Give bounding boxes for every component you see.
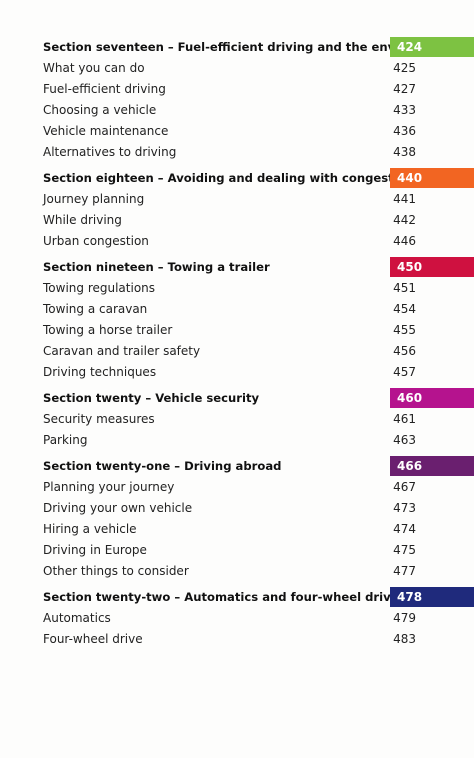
entry-page: 425 [393,61,416,75]
contents-entry: Four-wheel drive 483 [0,629,474,649]
entry-page: 461 [393,412,416,426]
contents-entry: Driving your own vehicle 473 [0,498,474,518]
contents-entry: Other things to consider 477 [0,561,474,581]
contents-entry: Vehicle maintenance 436 [0,121,474,141]
section-title: Section twenty – Vehicle security [43,391,260,405]
section-page: 440 [397,171,423,185]
section-title: Section twenty-one – Driving abroad [43,459,282,473]
section-page: 466 [397,459,423,473]
entry-label: Journey planning [43,192,145,206]
contents-entry: Caravan and trailer safety 456 [0,341,474,361]
section-title: Section nineteen – Towing a trailer [43,260,270,274]
contents-entry: Urban congestion 446 [0,231,474,251]
section-page: 450 [397,260,423,274]
entry-label: Driving techniques [43,365,157,379]
entry-page: 454 [393,302,416,316]
entry-page: 475 [393,543,416,557]
entry-page: 446 [393,234,416,248]
entry-label: Driving in Europe [43,543,147,557]
entry-label: Caravan and trailer safety [43,344,201,358]
section-page-badge: 460 [390,388,474,408]
entry-page: 467 [393,480,416,494]
contents-entry: Automatics 479 [0,608,474,628]
contents-entry: What you can do 425 [0,58,474,78]
section-header: Section eighteen – Avoiding and dealing … [0,168,474,188]
entry-label: Security measures [43,412,155,426]
contents-entry: Towing a horse trailer 455 [0,320,474,340]
entry-label: Fuel-efficient driving [43,82,166,96]
entry-label: Planning your journey [43,480,175,494]
entry-label: Parking [43,433,88,447]
section-page-badge: 478 [390,587,474,607]
section-page-badge: 450 [390,257,474,277]
contents-entry: Security measures 461 [0,409,474,429]
entry-page: 441 [393,192,416,206]
contents-entry: While driving 442 [0,210,474,230]
section-page: 478 [397,590,423,604]
entry-page: 436 [393,124,416,138]
entry-label: What you can do [43,61,145,75]
entry-label: Vehicle maintenance [43,124,169,138]
entry-label: Driving your own vehicle [43,501,193,515]
section-header: Section seventeen – Fuel-efficient drivi… [0,37,474,57]
contents-entry: Driving in Europe 475 [0,540,474,560]
contents-entry: Journey planning 441 [0,189,474,209]
entry-page: 451 [393,281,416,295]
section-page-badge: 424 [390,37,474,57]
entry-page: 442 [393,213,416,227]
entry-page: 433 [393,103,416,117]
contents-entry: Choosing a vehicle 433 [0,100,474,120]
entry-page: 427 [393,82,416,96]
section-title: Section seventeen – Fuel-efficient drivi… [43,40,455,54]
contents-entry: Alternatives to driving 438 [0,142,474,162]
entry-label: Automatics [43,611,111,625]
section-title: Section twenty-two – Automatics and four… [43,590,399,604]
contents-entry: Hiring a vehicle 474 [0,519,474,539]
contents-entry: Towing a caravan 454 [0,299,474,319]
entry-label: Choosing a vehicle [43,103,157,117]
entry-page: 474 [393,522,416,536]
entry-page: 456 [393,344,416,358]
section-header: Section nineteen – Towing a trailer 450 [0,257,474,277]
section-page: 424 [397,40,423,54]
entry-page: 457 [393,365,416,379]
contents-entry: Towing regulations 451 [0,278,474,298]
entry-page: 463 [393,433,416,447]
section-page: 460 [397,391,423,405]
entry-label: Hiring a vehicle [43,522,137,536]
section-page-badge: 440 [390,168,474,188]
entry-page: 438 [393,145,416,159]
contents-entry: Planning your journey 467 [0,477,474,497]
entry-page: 455 [393,323,416,337]
entry-label: Towing a caravan [43,302,148,316]
entry-label: Urban congestion [43,234,149,248]
section-page-badge: 466 [390,456,474,476]
section-header: Section twenty-two – Automatics and four… [0,587,474,607]
entry-label: Four-wheel drive [43,632,143,646]
entry-label: Towing regulations [43,281,156,295]
contents-entry: Driving techniques 457 [0,362,474,382]
entry-page: 473 [393,501,416,515]
section-title: Section eighteen – Avoiding and dealing … [43,171,414,185]
entry-page: 477 [393,564,416,578]
contents-entry: Parking 463 [0,430,474,450]
entry-label: Alternatives to driving [43,145,177,159]
entry-page: 483 [393,632,416,646]
entry-label: Towing a horse trailer [43,323,173,337]
section-header: Section twenty-one – Driving abroad 466 [0,456,474,476]
section-header: Section twenty – Vehicle security 460 [0,388,474,408]
contents-entry: Fuel-efficient driving 427 [0,79,474,99]
entry-page: 479 [393,611,416,625]
entry-label: Other things to consider [43,564,189,578]
entry-label: While driving [43,213,122,227]
